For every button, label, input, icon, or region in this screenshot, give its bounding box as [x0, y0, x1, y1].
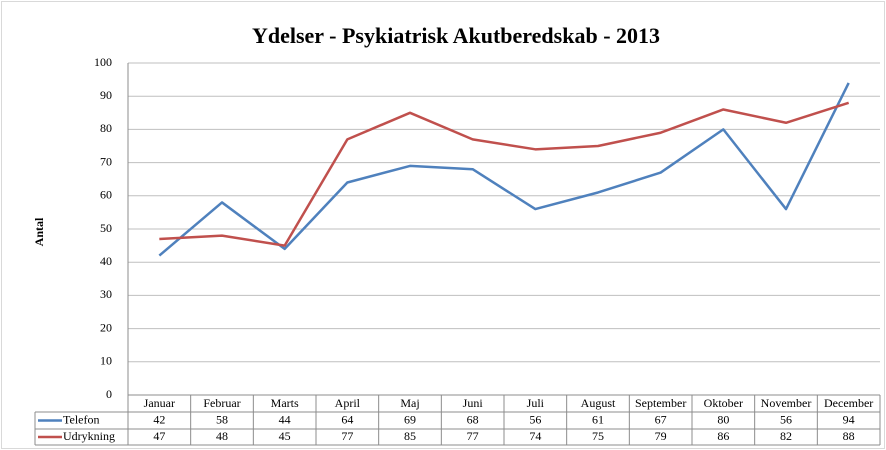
table-value: 67 [655, 412, 667, 426]
table-value: 80 [717, 412, 729, 426]
table-value: 61 [592, 412, 604, 426]
table-value: 47 [153, 429, 165, 443]
y-tick-label: 60 [100, 188, 112, 202]
chart-title: Ydelser - Psykiatrisk Akutberedskab - 20… [252, 23, 660, 48]
table-value: 45 [279, 429, 291, 443]
table-value: 64 [341, 412, 353, 426]
legend-label: Udrykning [63, 429, 115, 443]
y-axis-label: Antal [32, 217, 46, 246]
line-series [159, 101, 850, 247]
x-tick-label: Marts [271, 396, 299, 410]
x-tick-label: November [761, 396, 812, 410]
y-tick-label: 100 [94, 55, 112, 69]
table-value: 77 [467, 429, 479, 443]
y-tick-label: 70 [100, 154, 112, 168]
x-tick-label: Juli [527, 396, 545, 410]
table-value: 88 [843, 429, 855, 443]
x-tick-label: September [635, 396, 686, 410]
legend-label: Telefon [63, 412, 99, 426]
y-tick-label: 30 [100, 287, 112, 301]
table-value: 79 [655, 429, 667, 443]
y-tick-label: 50 [100, 221, 112, 235]
table-value: 94 [843, 412, 855, 426]
table-value: 69 [404, 412, 416, 426]
table-value: 86 [717, 429, 729, 443]
y-tick-label: 90 [100, 88, 112, 102]
x-tick-label: Maj [400, 396, 419, 410]
table-value: 85 [404, 429, 416, 443]
x-tick-label: April [335, 396, 361, 410]
table-value: 56 [529, 412, 541, 426]
table-value: 42 [153, 412, 165, 426]
line-series [158, 82, 850, 257]
table-value: 68 [467, 412, 479, 426]
table-value: 56 [780, 412, 792, 426]
table-value: 44 [279, 412, 291, 426]
x-tick-label: Juni [463, 396, 484, 410]
x-tick-label: Februar [203, 396, 240, 410]
y-tick-label: 80 [100, 121, 112, 135]
table-value: 48 [216, 429, 228, 443]
table-value: 58 [216, 412, 228, 426]
x-tick-label: December [824, 396, 873, 410]
y-tick-label: 20 [100, 320, 112, 334]
table-value: 77 [341, 429, 353, 443]
table-value: 74 [529, 429, 541, 443]
x-tick-label: August [581, 396, 616, 410]
y-tick-label: 0 [106, 387, 112, 401]
x-tick-label: Januar [144, 396, 175, 410]
table-value: 75 [592, 429, 604, 443]
y-tick-label: 40 [100, 254, 112, 268]
y-tick-label: 10 [100, 354, 112, 368]
table-value: 82 [780, 429, 792, 443]
x-tick-label: Oktober [704, 396, 743, 410]
